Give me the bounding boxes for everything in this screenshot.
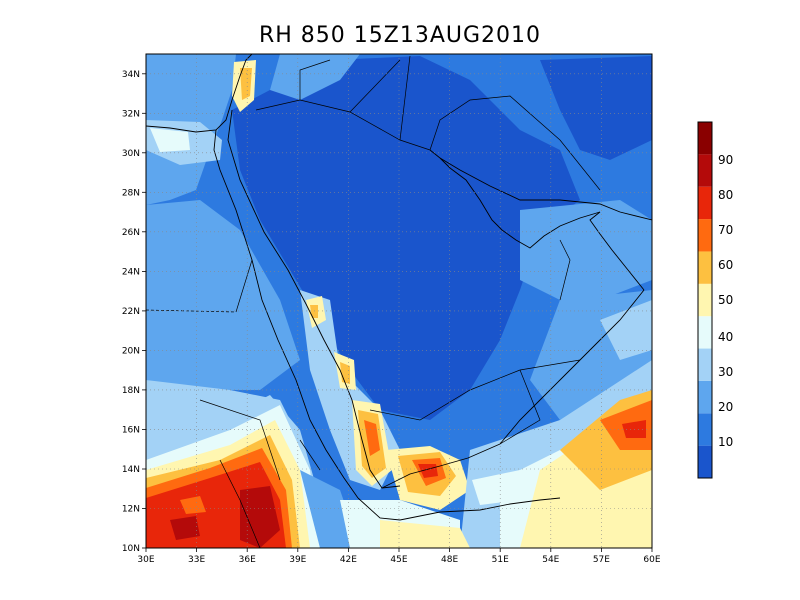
y-tick-label: 18N	[122, 386, 140, 396]
colorbar-segment	[698, 219, 712, 252]
colorbar-segment	[698, 154, 712, 187]
lat-lon-grid	[146, 54, 652, 548]
colorbar-label: 80	[718, 188, 733, 202]
colorbar	[697, 121, 713, 479]
figure-title: RH 850 15Z13AUG2010	[259, 23, 541, 48]
borders	[146, 55, 601, 548]
colorbar-segment	[698, 251, 712, 284]
colorbar-label: 30	[718, 365, 733, 379]
y-tick-label: 30N	[122, 149, 140, 159]
y-tick-label: 24N	[122, 267, 140, 277]
rh-field	[146, 54, 652, 548]
y-tick-label: 28N	[122, 188, 140, 198]
x-tick-labels: 30E 33E 36E 39E 42E 45E 48E 51E 54E 57E …	[137, 555, 660, 565]
colorbar-segment	[698, 445, 712, 478]
rh-zone-arabia-dry	[232, 56, 580, 420]
x-tick-label: 36E	[239, 555, 256, 565]
colorbar-label: 20	[718, 400, 733, 414]
axis-ticks	[142, 73, 653, 552]
y-tick-labels: 10N 12N 14N 16N 18N 20N 22N 24N 26N 28N …	[122, 70, 140, 554]
colorbar-frame	[697, 121, 713, 479]
colorbar-segment	[698, 316, 712, 349]
colorbar-labels: 10 20 30 40 50 60 70 80 90	[718, 153, 733, 449]
y-tick-label: 22N	[122, 307, 140, 317]
y-tick-label: 12N	[122, 505, 140, 515]
colorbar-segment	[698, 380, 712, 414]
x-tick-label: 57E	[593, 555, 610, 565]
colorbar-label: 10	[718, 435, 733, 449]
y-tick-label: 34N	[122, 70, 140, 80]
colorbar-label: 60	[718, 258, 733, 272]
x-tick-label: 33E	[188, 555, 205, 565]
x-tick-label: 54E	[542, 555, 559, 565]
colorbar-segment	[698, 186, 712, 220]
colorbar-segment	[698, 348, 712, 381]
y-tick-label: 32N	[122, 109, 140, 119]
x-tick-label: 39E	[289, 555, 306, 565]
y-tick-label: 16N	[122, 425, 140, 435]
y-tick-label: 14N	[122, 465, 140, 475]
y-tick-label: 20N	[122, 346, 140, 356]
colorbar-label: 40	[718, 330, 733, 344]
x-tick-label: 48E	[441, 555, 458, 565]
x-tick-label: 45E	[390, 555, 407, 565]
y-tick-label: 10N	[122, 544, 140, 554]
x-tick-label: 51E	[492, 555, 509, 565]
colorbar-label: 70	[718, 223, 733, 237]
colorbar-segment	[698, 122, 712, 155]
y-tick-label: 26N	[122, 228, 140, 238]
colorbar-label: 90	[718, 153, 733, 167]
colorbar-label: 50	[718, 293, 733, 307]
x-tick-label: 42E	[340, 555, 357, 565]
colorbar-segment	[698, 413, 712, 446]
x-tick-label: 60E	[643, 555, 660, 565]
x-tick-label: 30E	[137, 555, 154, 565]
colorbar-segment	[698, 283, 712, 317]
